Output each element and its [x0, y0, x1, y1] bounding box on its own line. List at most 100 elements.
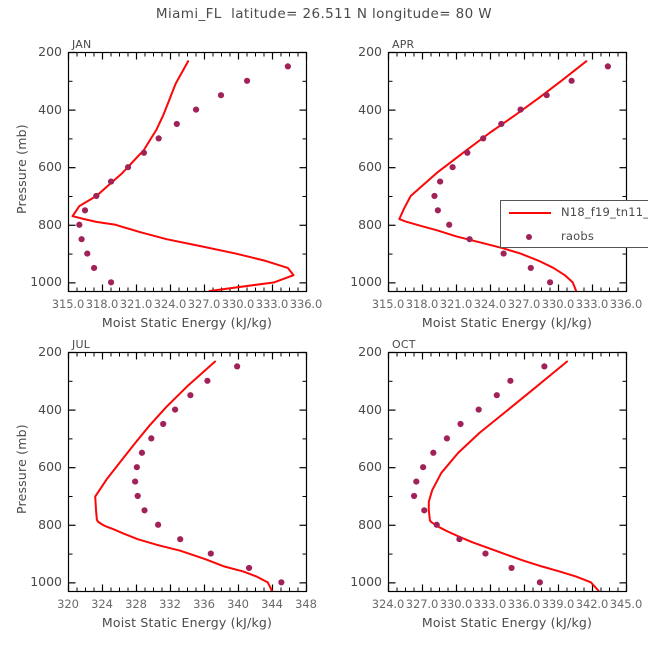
- x-tick-label: 328: [125, 597, 147, 611]
- raob-marker: [124, 164, 132, 171]
- raob-marker: [107, 279, 115, 286]
- model-line: [427, 360, 600, 591]
- plot-area: [387, 351, 628, 593]
- raob-marker: [132, 478, 139, 485]
- raob-marker: [475, 406, 482, 413]
- raob-marker: [207, 550, 214, 557]
- panel-month-label: APR: [392, 38, 415, 51]
- raob-marker: [604, 63, 611, 70]
- raob-marker: [421, 507, 428, 514]
- x-axis-label: Moist Static Energy (kJ/kg): [101, 615, 273, 630]
- x-tick-label: 336.0: [609, 297, 643, 311]
- y-tick-label: 400: [358, 101, 382, 117]
- raob-marker: [243, 77, 251, 84]
- x-tick-label: 342.0: [575, 597, 609, 611]
- y-tick-label: 1000: [350, 274, 382, 290]
- x-tick-label: 327.0: [405, 597, 439, 611]
- legend-marker-swatch: [526, 234, 532, 240]
- raob-marker: [410, 492, 418, 500]
- x-tick-label: 324: [91, 597, 113, 611]
- x-tick-label: 333.0: [575, 297, 609, 311]
- y-tick-label: 1000: [30, 274, 62, 290]
- legend-marker-label: raobs: [561, 229, 595, 243]
- raob-marker: [134, 492, 141, 500]
- legend-row-line: N18_f19_tn11_0: [501, 201, 648, 225]
- y-tick-label: 800: [358, 516, 382, 532]
- legend-line-swatch: [509, 212, 551, 214]
- x-tick-label: 333.0: [255, 297, 289, 311]
- raob-marker: [507, 377, 514, 384]
- raob-marker: [93, 192, 100, 200]
- raob-marker: [446, 221, 453, 228]
- x-tick-label: 330.0: [541, 297, 575, 311]
- figure-title: Miami_FL latitude= 26.511 N longitude= 8…: [155, 6, 493, 22]
- raob-marker: [177, 536, 184, 543]
- raob-marker: [568, 77, 575, 84]
- raob-marker: [543, 92, 550, 99]
- x-tick-label: 345.0: [609, 597, 643, 611]
- model-line: [398, 60, 588, 291]
- raob-marker: [546, 279, 554, 286]
- y-tick-label: 400: [38, 401, 62, 417]
- raob-marker: [437, 178, 444, 185]
- x-tick-label: 336.0: [289, 297, 323, 311]
- raob-marker: [192, 106, 200, 113]
- plot-area: [387, 51, 628, 293]
- x-tick-label: 324.0: [473, 297, 507, 311]
- legend-line-label: N18_f19_tn11_0: [561, 205, 648, 219]
- raob-marker: [133, 464, 140, 471]
- raob-marker: [457, 420, 464, 428]
- raob-marker: [443, 435, 451, 442]
- raob-marker: [434, 207, 441, 214]
- y-tick-label: 200: [358, 344, 382, 359]
- raob-marker: [464, 149, 471, 156]
- raob-marker: [187, 392, 194, 399]
- raob-marker: [204, 377, 211, 384]
- y-tick-label: 1000: [350, 574, 382, 590]
- model-line: [94, 360, 273, 591]
- raob-marker: [480, 135, 487, 142]
- y-tick-label: 200: [358, 44, 382, 59]
- x-tick-label: 330.0: [221, 297, 255, 311]
- y-tick-label: 800: [38, 216, 62, 232]
- raob-marker: [245, 564, 253, 572]
- x-tick-label: 315.0: [51, 297, 85, 311]
- raob-marker: [78, 236, 85, 243]
- panel-month-label: OCT: [392, 338, 416, 351]
- y-tick-label: 800: [358, 216, 382, 232]
- x-tick-label: 348: [295, 597, 317, 611]
- raob-marker: [493, 392, 500, 399]
- y-axis-label: Pressure (mb): [14, 423, 29, 514]
- plot-area: [67, 351, 308, 593]
- x-tick-label: 340: [227, 597, 249, 611]
- raob-marker: [498, 120, 505, 128]
- y-tick-label: 600: [38, 159, 62, 175]
- raob-marker: [90, 264, 98, 272]
- raob-marker: [456, 536, 463, 543]
- raob-marker: [173, 120, 180, 128]
- x-tick-label: 336: [193, 597, 215, 611]
- raob-marker: [138, 449, 146, 456]
- raob-marker: [482, 550, 489, 557]
- x-tick-label: 321.0: [119, 297, 153, 311]
- raob-marker: [508, 564, 515, 572]
- raob-marker: [500, 250, 507, 257]
- raob-marker: [284, 63, 291, 70]
- raob-marker: [148, 435, 155, 442]
- raob-marker: [430, 449, 437, 456]
- x-tick-label: 339.0: [541, 597, 575, 611]
- x-tick-label: 327.0: [507, 297, 541, 311]
- x-axis-label: Moist Static Energy (kJ/kg): [101, 315, 273, 330]
- y-tick-label: 800: [38, 516, 62, 532]
- raob-marker: [141, 507, 148, 514]
- legend-box: N18_f19_tn11_0 raobs: [500, 200, 648, 248]
- raob-marker: [449, 164, 456, 171]
- y-tick-label: 200: [38, 344, 62, 359]
- x-tick-label: 327.0: [187, 297, 221, 311]
- x-tick-label: 324.0: [153, 297, 187, 311]
- y-tick-label: 1000: [30, 574, 62, 590]
- y-tick-label: 400: [358, 401, 382, 417]
- raob-marker: [107, 178, 115, 185]
- x-tick-label: 318.0: [405, 297, 439, 311]
